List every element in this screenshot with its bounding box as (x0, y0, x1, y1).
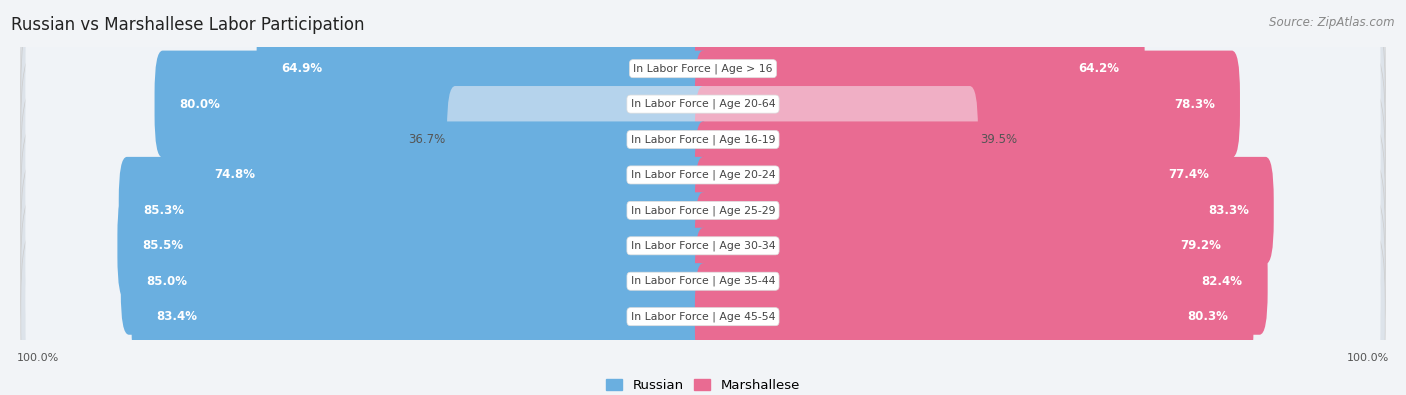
FancyBboxPatch shape (21, 18, 1385, 190)
Text: In Labor Force | Age 30-34: In Labor Force | Age 30-34 (631, 241, 775, 251)
Text: 64.2%: 64.2% (1078, 62, 1119, 75)
FancyBboxPatch shape (21, 0, 1385, 155)
Text: Source: ZipAtlas.com: Source: ZipAtlas.com (1270, 16, 1395, 29)
FancyBboxPatch shape (25, 239, 1381, 395)
FancyBboxPatch shape (21, 124, 1385, 297)
FancyBboxPatch shape (695, 86, 979, 193)
Text: 78.3%: 78.3% (1174, 98, 1215, 111)
Text: 85.0%: 85.0% (146, 275, 187, 288)
Text: 100.0%: 100.0% (17, 354, 59, 363)
Legend: Russian, Marshallese: Russian, Marshallese (600, 374, 806, 395)
FancyBboxPatch shape (25, 97, 1381, 253)
FancyBboxPatch shape (21, 159, 1385, 332)
FancyBboxPatch shape (121, 228, 711, 335)
FancyBboxPatch shape (118, 157, 711, 264)
Text: 85.5%: 85.5% (142, 239, 184, 252)
FancyBboxPatch shape (25, 203, 1381, 359)
Text: Russian vs Marshallese Labor Participation: Russian vs Marshallese Labor Participati… (11, 16, 364, 34)
Text: In Labor Force | Age 20-24: In Labor Force | Age 20-24 (631, 170, 775, 180)
Text: In Labor Force | Age 35-44: In Labor Force | Age 35-44 (631, 276, 775, 286)
Text: 77.4%: 77.4% (1168, 168, 1209, 181)
FancyBboxPatch shape (25, 26, 1381, 182)
FancyBboxPatch shape (695, 192, 1246, 299)
Text: 83.4%: 83.4% (156, 310, 198, 323)
FancyBboxPatch shape (695, 121, 1234, 228)
Text: In Labor Force | Age 25-29: In Labor Force | Age 25-29 (631, 205, 775, 216)
Text: 74.8%: 74.8% (215, 168, 256, 181)
FancyBboxPatch shape (695, 157, 1274, 264)
FancyBboxPatch shape (695, 263, 1254, 370)
Text: In Labor Force | Age > 16: In Labor Force | Age > 16 (633, 64, 773, 74)
FancyBboxPatch shape (25, 62, 1381, 218)
Text: 100.0%: 100.0% (1347, 354, 1389, 363)
Text: In Labor Force | Age 20-64: In Labor Force | Age 20-64 (631, 99, 775, 109)
Text: 85.3%: 85.3% (143, 204, 184, 217)
Text: 80.3%: 80.3% (1188, 310, 1229, 323)
FancyBboxPatch shape (190, 121, 711, 228)
FancyBboxPatch shape (695, 228, 1268, 335)
FancyBboxPatch shape (21, 88, 1385, 261)
Text: In Labor Force | Age 45-54: In Labor Force | Age 45-54 (631, 311, 775, 322)
Text: 36.7%: 36.7% (408, 133, 444, 146)
FancyBboxPatch shape (695, 15, 1144, 122)
Text: 39.5%: 39.5% (980, 133, 1017, 146)
FancyBboxPatch shape (132, 263, 711, 370)
FancyBboxPatch shape (25, 132, 1381, 288)
FancyBboxPatch shape (25, 0, 1381, 147)
Text: In Labor Force | Age 16-19: In Labor Force | Age 16-19 (631, 134, 775, 145)
FancyBboxPatch shape (21, 53, 1385, 226)
Text: 80.0%: 80.0% (180, 98, 221, 111)
FancyBboxPatch shape (21, 230, 1385, 395)
Text: 64.9%: 64.9% (281, 62, 322, 75)
Text: 82.4%: 82.4% (1202, 275, 1243, 288)
FancyBboxPatch shape (695, 51, 1240, 158)
FancyBboxPatch shape (25, 168, 1381, 324)
Text: 83.3%: 83.3% (1208, 204, 1249, 217)
FancyBboxPatch shape (118, 192, 711, 299)
FancyBboxPatch shape (447, 86, 711, 193)
FancyBboxPatch shape (21, 195, 1385, 368)
FancyBboxPatch shape (256, 15, 711, 122)
FancyBboxPatch shape (155, 51, 711, 158)
Text: 79.2%: 79.2% (1180, 239, 1220, 252)
